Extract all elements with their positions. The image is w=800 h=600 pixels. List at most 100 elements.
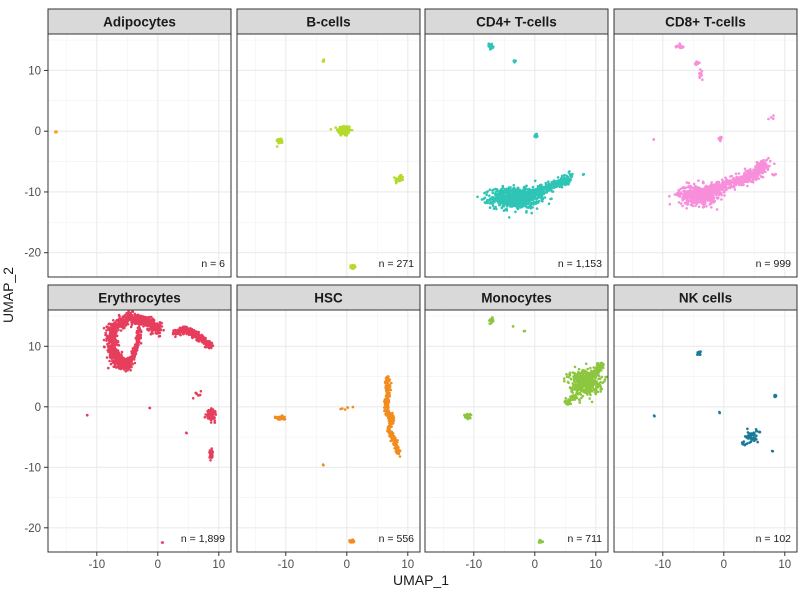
x-tick-label: 0 <box>344 559 350 571</box>
data-point <box>488 188 492 191</box>
data-point <box>723 194 726 197</box>
data-point <box>704 189 708 192</box>
data-point <box>160 321 163 325</box>
data-point <box>203 415 207 419</box>
data-point <box>570 174 574 177</box>
facet-strip <box>47 8 232 35</box>
data-point <box>723 190 726 194</box>
data-point <box>337 130 341 134</box>
data-point <box>511 201 514 204</box>
data-point <box>491 189 494 192</box>
data-point <box>566 380 570 384</box>
data-point <box>584 362 588 366</box>
data-point <box>687 193 690 196</box>
data-point <box>702 205 706 209</box>
data-point <box>486 201 490 205</box>
data-point <box>543 192 546 195</box>
data-point <box>132 349 136 353</box>
data-point <box>498 192 502 195</box>
data-point <box>513 61 516 64</box>
data-point <box>744 169 748 173</box>
point-cloud <box>652 42 777 211</box>
data-point <box>339 132 342 136</box>
data-point <box>157 335 161 338</box>
data-point <box>279 137 282 141</box>
data-point <box>486 199 490 203</box>
data-point <box>382 406 386 409</box>
data-point <box>686 189 690 193</box>
data-point <box>485 191 489 194</box>
data-point <box>698 75 701 78</box>
data-point <box>393 176 396 179</box>
data-point <box>341 132 345 135</box>
data-point <box>209 421 213 424</box>
data-point <box>515 191 519 195</box>
data-point <box>540 195 544 198</box>
data-point <box>130 323 134 327</box>
data-point <box>117 344 121 347</box>
data-point <box>692 190 695 194</box>
data-point <box>208 417 212 420</box>
data-point <box>747 177 751 180</box>
data-point <box>692 201 696 205</box>
data-point <box>174 335 177 339</box>
data-point <box>762 166 766 170</box>
data-point <box>354 265 357 269</box>
data-point <box>549 197 552 201</box>
data-point <box>387 415 390 419</box>
data-point <box>390 434 394 437</box>
data-point <box>139 329 143 332</box>
y-tick-label: -20 <box>24 248 41 260</box>
data-point <box>116 355 119 358</box>
data-point <box>725 178 728 181</box>
data-point <box>527 200 531 204</box>
data-point <box>678 43 681 47</box>
data-point <box>118 317 121 321</box>
y-tick-label: -10 <box>24 462 41 474</box>
data-point <box>538 194 542 197</box>
data-point <box>679 187 682 191</box>
facet-strip <box>424 8 609 35</box>
data-point <box>560 174 564 178</box>
data-point <box>109 344 112 347</box>
data-point <box>695 190 699 194</box>
data-point <box>105 329 108 332</box>
data-point <box>696 193 699 196</box>
data-point <box>150 322 154 325</box>
data-point <box>551 190 555 193</box>
data-point <box>551 186 554 189</box>
data-point <box>142 325 145 328</box>
data-point <box>126 368 129 372</box>
data-point <box>138 327 141 330</box>
facet-title: Erythrocytes <box>98 291 181 306</box>
data-point <box>542 187 546 190</box>
data-point <box>491 191 495 195</box>
data-point <box>742 173 746 177</box>
data-point <box>599 390 602 393</box>
data-point <box>345 127 348 131</box>
data-point <box>712 201 716 204</box>
data-point <box>135 319 139 323</box>
data-point <box>563 177 567 180</box>
facet-title: Monocytes <box>481 291 552 306</box>
data-point <box>86 414 89 417</box>
data-point <box>747 174 751 178</box>
data-point <box>506 200 509 203</box>
data-point <box>766 167 769 171</box>
data-point <box>737 172 741 175</box>
data-point <box>129 368 132 372</box>
data-point <box>200 337 204 340</box>
data-point <box>214 410 217 414</box>
data-point <box>720 181 724 185</box>
data-point <box>195 330 198 333</box>
data-point <box>713 186 716 189</box>
facet-title: CD4+ T-cells <box>476 15 557 30</box>
data-point <box>503 200 506 204</box>
data-point <box>705 196 709 199</box>
data-point <box>685 198 689 202</box>
data-point <box>204 339 207 343</box>
data-point <box>147 323 151 326</box>
data-point <box>114 323 117 326</box>
data-point <box>335 128 339 132</box>
data-point <box>109 330 113 333</box>
